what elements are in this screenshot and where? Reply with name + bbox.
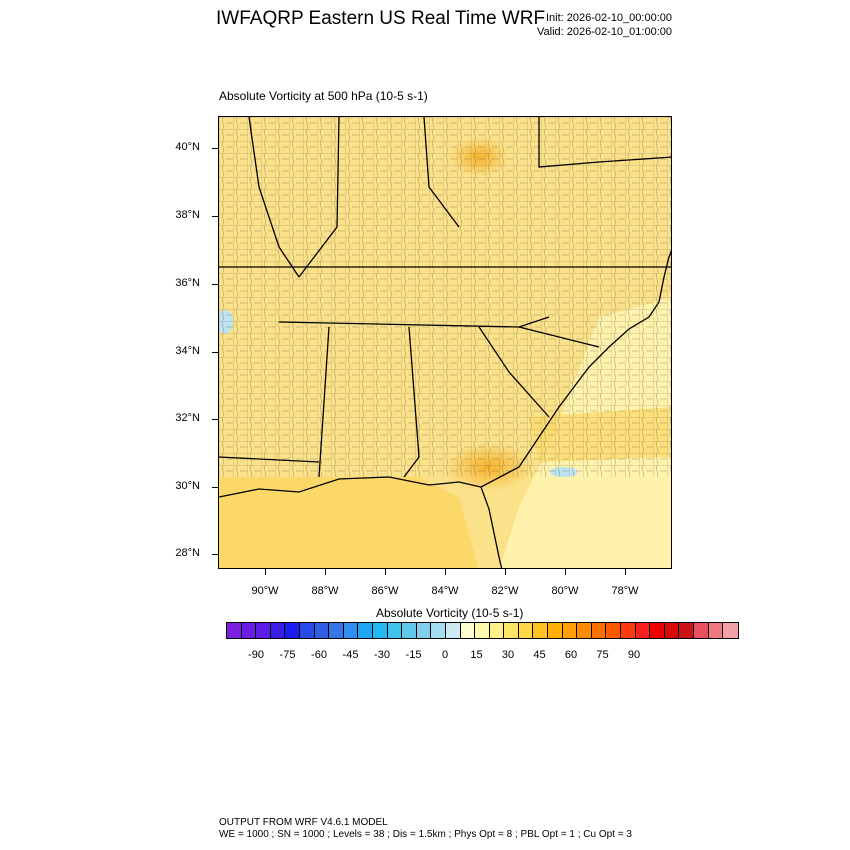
colorbar-label: 75 [596, 649, 609, 661]
lon-tick [385, 569, 386, 575]
county-lines [219, 117, 671, 477]
lat-tick [212, 419, 218, 420]
colorbar-swatch [679, 623, 694, 638]
colorbar-swatch [606, 623, 622, 638]
colorbar-swatch [621, 623, 636, 638]
colorbar-swatch [591, 623, 607, 638]
colorbar-label: -15 [405, 649, 422, 661]
lon-tick [325, 569, 326, 575]
lat-label: 30°N [175, 480, 200, 492]
colorbar-swatch [518, 623, 534, 638]
state-borders [219, 117, 671, 478]
colorbar-swatch [664, 623, 680, 638]
colorbar-swatch [489, 623, 505, 638]
colorbar-swatch [241, 623, 257, 638]
colorbar-swatch [299, 623, 315, 638]
colorbar-swatch [475, 623, 490, 638]
lat-label: 36°N [175, 277, 200, 289]
plot-title: IWFAQRP Eastern US Real Time WRF [216, 8, 546, 29]
colorbar-swatch [256, 623, 271, 638]
coastline [219, 250, 671, 568]
gulf-field [219, 477, 479, 568]
colorbar-title: Absolute Vorticity (10-5 s-1) [376, 606, 524, 620]
init-time: Init: 2026-02-10_00:00:00 [546, 12, 672, 24]
colorbar-label: -75 [279, 649, 296, 661]
colorbar-swatch [227, 623, 242, 638]
colorbar-swatch [270, 623, 286, 638]
lat-label: 40°N [175, 141, 200, 153]
model-footer-line2: WE = 1000 ; SN = 1000 ; Levels = 38 ; Di… [219, 829, 632, 840]
colorbar-swatch [285, 623, 300, 638]
colorbar-swatch [533, 623, 549, 638]
lon-label: 80°W [551, 585, 579, 597]
lat-label: 34°N [175, 345, 200, 357]
colorbar-label: -45 [342, 649, 359, 661]
lon-label: 84°W [431, 585, 459, 597]
lon-tick [445, 569, 446, 575]
colorbar-label: -60 [311, 649, 327, 661]
colorbar-swatch [460, 623, 476, 638]
colorbar-label: 45 [533, 649, 546, 661]
lat-label: 28°N [175, 547, 200, 559]
lon-tick [265, 569, 266, 575]
colorbar-swatch [343, 623, 359, 638]
lon-label: 82°W [491, 585, 519, 597]
colorbar-swatch [416, 623, 432, 638]
lon-label: 88°W [311, 585, 339, 597]
colorbar [226, 622, 739, 639]
lat-label: 38°N [175, 209, 200, 221]
colorbar-label: 15 [470, 649, 483, 661]
field-title: Absolute Vorticity at 500 hPa (10-5 s-1) [219, 89, 428, 103]
lat-tick [212, 352, 218, 353]
colorbar-swatch [329, 623, 344, 638]
vorticity-map [218, 116, 672, 569]
lon-tick [505, 569, 506, 575]
lat-label: 32°N [175, 412, 200, 424]
lon-tick [625, 569, 626, 575]
colorbar-swatch [562, 623, 578, 638]
lat-tick [212, 487, 218, 488]
lat-tick [212, 216, 218, 217]
colorbar-swatch [635, 623, 651, 638]
colorbar-label: 60 [564, 649, 578, 661]
lat-tick [212, 148, 218, 149]
colorbar-swatch [548, 623, 563, 638]
colorbar-swatch [387, 623, 403, 638]
colorbar-swatch [708, 623, 724, 638]
lon-label: 90°W [251, 585, 279, 597]
colorbar-swatch [358, 623, 373, 638]
colorbar-swatch [577, 623, 592, 638]
colorbar-label: -90 [248, 649, 264, 661]
colorbar-swatch [431, 623, 446, 638]
lon-label: 78°W [611, 585, 639, 597]
colorbar-swatch [650, 623, 665, 638]
valid-time: Valid: 2026-02-10_01:00:00 [537, 26, 672, 38]
colorbar-swatch [402, 623, 417, 638]
lon-label: 86°W [371, 585, 399, 597]
lat-tick [212, 284, 218, 285]
colorbar-swatch [445, 623, 461, 638]
colorbar-label: -30 [374, 649, 390, 661]
colorbar-label: 90 [627, 649, 641, 661]
colorbar-label: 30 [501, 649, 515, 661]
colorbar-swatch [504, 623, 519, 638]
colorbar-swatch [723, 623, 738, 638]
colorbar-swatch [314, 623, 330, 638]
colorbar-swatch [694, 623, 709, 638]
map-svg [219, 117, 671, 568]
colorbar-label: 0 [441, 649, 449, 661]
lon-tick [565, 569, 566, 575]
lat-tick [212, 554, 218, 555]
model-footer-line1: OUTPUT FROM WRF V4.6.1 MODEL [219, 817, 388, 828]
colorbar-swatch [372, 623, 388, 638]
